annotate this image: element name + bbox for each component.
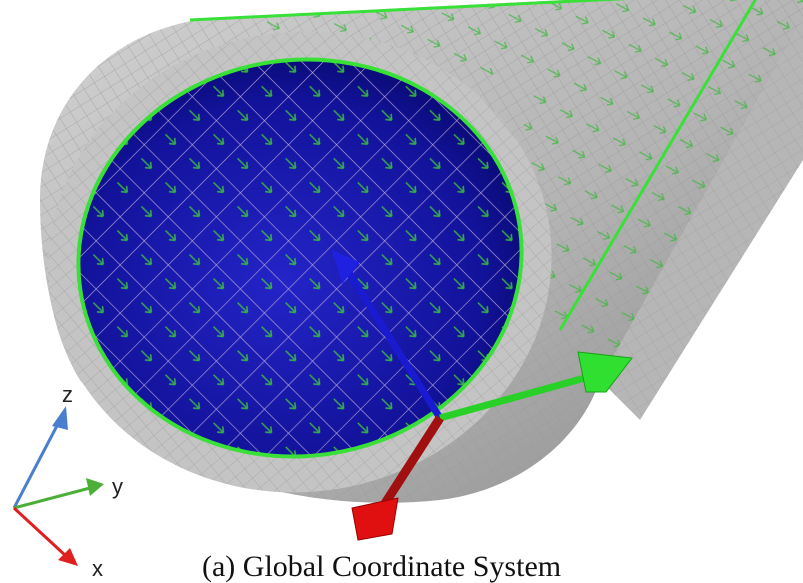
local-x-arrow-head <box>351 497 399 541</box>
z-axis-line <box>12 419 62 509</box>
y-axis-line <box>13 486 91 510</box>
y-axis-arrowhead <box>86 478 104 496</box>
local-normal-arrow <box>343 266 443 420</box>
x-axis-arrowhead <box>58 548 78 566</box>
global-axes-indicator: z y x <box>12 382 123 581</box>
local-x-arrow <box>378 415 444 511</box>
z-axis-arrowhead <box>52 406 68 430</box>
x-axis-line <box>12 506 68 558</box>
local-y-arrow <box>439 372 593 422</box>
z-axis-label: z <box>62 382 73 407</box>
local-coordinate-triad <box>332 250 633 541</box>
y-axis-label: y <box>112 474 123 499</box>
x-axis-label: x <box>92 556 103 581</box>
figure-caption: (a) Global Coordinate System <box>202 550 561 583</box>
local-y-arrow-head <box>577 351 633 393</box>
local-normal-arrow-head <box>332 250 360 284</box>
